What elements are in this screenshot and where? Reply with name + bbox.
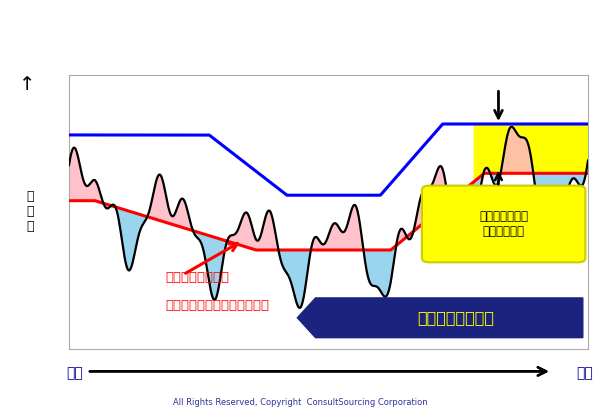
- Text: 月初: 月初: [67, 366, 83, 381]
- Text: 生産管理力の高さ: 生産管理力の高さ: [417, 310, 494, 325]
- FancyBboxPatch shape: [422, 186, 586, 262]
- Polygon shape: [298, 298, 583, 338]
- Text: 最小の安全在庫
（適正在庫）: 最小の安全在庫 （適正在庫）: [479, 210, 528, 238]
- Text: 個
／
日: 個 ／ 日: [26, 190, 34, 233]
- Text: 月末: 月末: [577, 366, 593, 381]
- Text: All Rights Reserved, Copyright  ConsultSourcing Corporation: All Rights Reserved, Copyright ConsultSo…: [173, 398, 427, 407]
- Text: 売れるスピードに: 売れるスピードに: [165, 271, 229, 284]
- Text: 適正在庫とは: 適正在庫とは: [15, 13, 90, 33]
- Text: つくるスピードを追随させる: つくるスピードを追随させる: [165, 299, 269, 312]
- Text: ↑: ↑: [19, 75, 35, 94]
